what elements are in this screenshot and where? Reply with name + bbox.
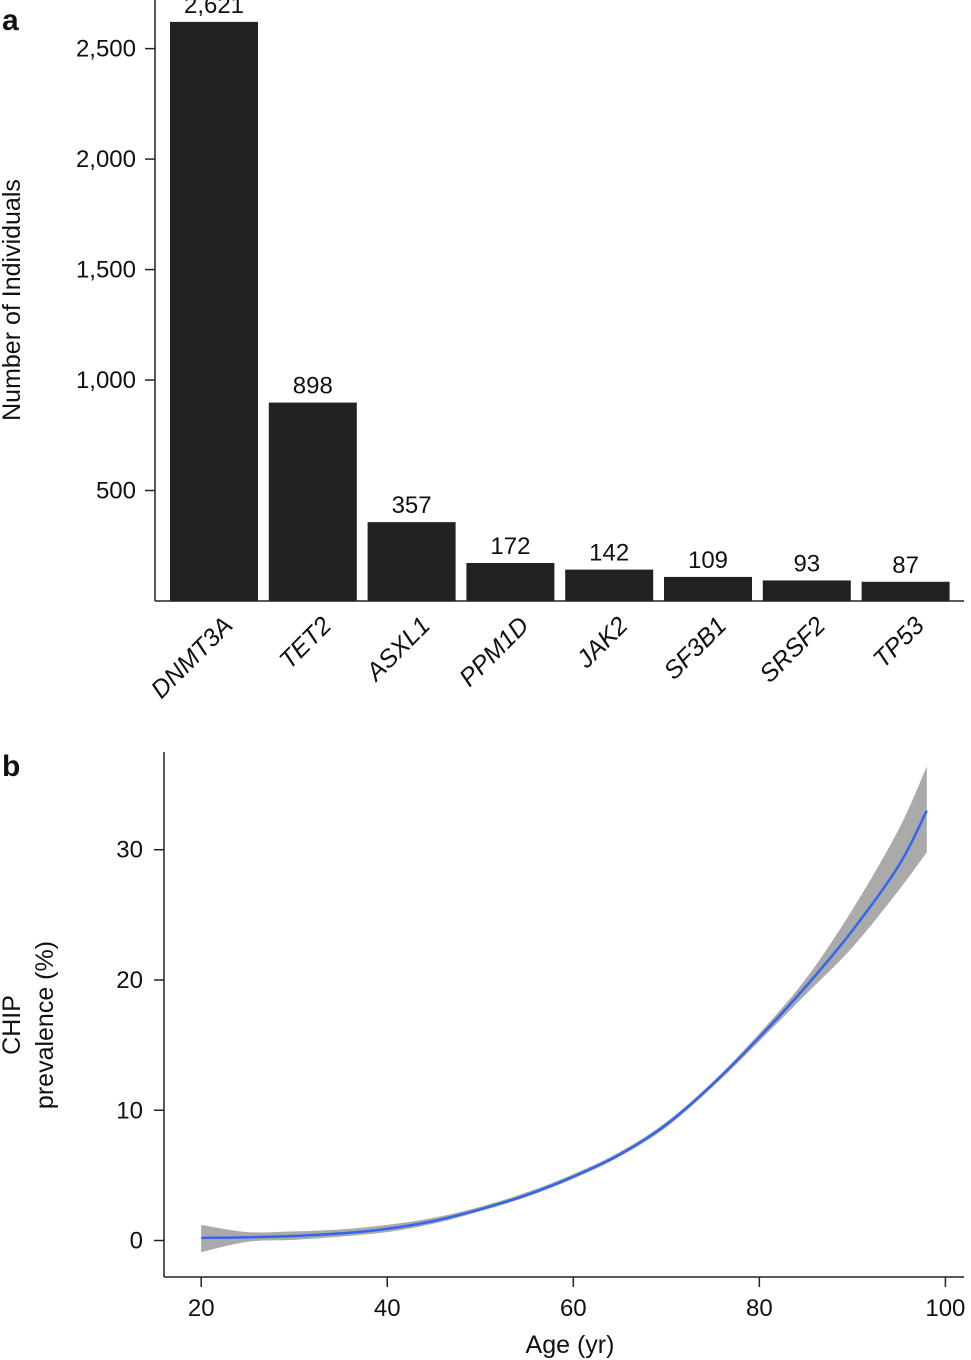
- y-tick-label-2000: 2,000: [76, 146, 136, 173]
- bar-srsf2: [762, 580, 851, 601]
- panel-a-y-axis-title: Number of Individuals: [0, 179, 26, 421]
- b-y-tick-label-20: 20: [116, 967, 143, 994]
- b-y-tick-label-0: 0: [130, 1228, 143, 1255]
- b-x-tick-label-100: 100: [925, 1295, 965, 1322]
- bar-value-label-srsf2: 93: [793, 550, 820, 577]
- y-tick-label-1000: 1,000: [76, 367, 136, 394]
- category-label-sf3b1: SF3B1: [658, 611, 732, 685]
- bar-value-label-tp53: 87: [892, 552, 919, 579]
- panel-b-letter: b: [2, 750, 20, 783]
- bar-tet2: [268, 402, 357, 601]
- panel-a-bar-chart: a 2,621 898 357 172 142 109 93 87 500 1,000 1,500…: [0, 0, 964, 704]
- category-label-jak2: JAK2: [571, 611, 634, 674]
- b-x-tick-label-80: 80: [746, 1295, 773, 1322]
- confidence-band: [201, 766, 927, 1253]
- category-label-srsf2: SRSF2: [754, 611, 831, 688]
- bar-tp53: [861, 581, 950, 601]
- y-tick-label-2500: 2,500: [76, 36, 136, 63]
- panel-b-y-axis-title-line2: prevalence (%): [31, 941, 59, 1109]
- panel-a-letter: a: [2, 4, 19, 37]
- bar-ppm1d: [466, 562, 555, 601]
- b-y-tick-label-30: 30: [116, 837, 143, 864]
- category-label-tet2: TET2: [274, 611, 337, 674]
- bar-value-label-dnmt3a: 2,621: [184, 0, 244, 19]
- bar-value-label-jak2: 142: [589, 540, 629, 567]
- bar-sf3b1: [664, 576, 752, 601]
- b-x-tick-label-40: 40: [374, 1295, 401, 1322]
- category-label-dnmt3a: DNMT3A: [146, 611, 238, 703]
- category-label-asxl1: ASXL1: [360, 611, 436, 687]
- y-tick-label-500: 500: [96, 478, 136, 505]
- panel-b-y-axis-title-line1: CHIP: [0, 995, 26, 1055]
- category-label-tp53: TP53: [868, 611, 930, 673]
- panel-b-x-axis-title: Age (yr): [526, 1331, 615, 1359]
- bar-jak2: [565, 569, 654, 601]
- panel-b-line-chart: b 0 10 20 30 20 40 60 80 100 Age (yr) CHIP prev…: [0, 750, 965, 1359]
- b-y-tick-label-10: 10: [116, 1097, 143, 1124]
- prevalence-curve: [201, 810, 928, 1240]
- y-tick-label-1500: 1,500: [76, 257, 136, 284]
- bar-dnmt3a: [170, 21, 258, 601]
- bar-asxl1: [367, 522, 456, 601]
- b-x-tick-label-20: 20: [188, 1295, 215, 1322]
- b-x-tick-label-60: 60: [560, 1295, 587, 1322]
- bar-value-label-ppm1d: 172: [490, 533, 530, 560]
- bar-value-label-sf3b1: 109: [688, 547, 728, 574]
- category-label-ppm1d: PPM1D: [454, 611, 535, 692]
- bar-value-label-tet2: 898: [293, 373, 333, 400]
- bar-value-label-asxl1: 357: [392, 492, 432, 519]
